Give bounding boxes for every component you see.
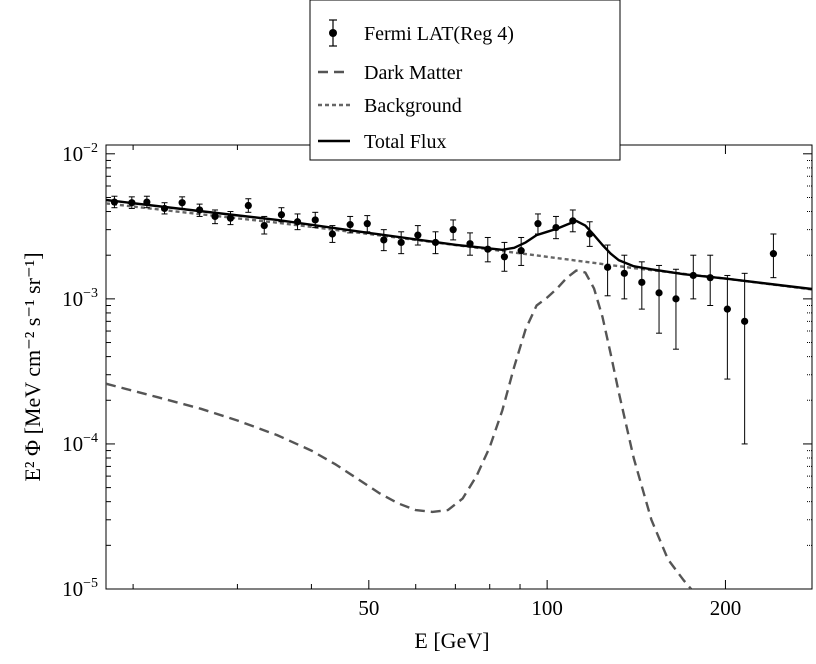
- series-lines: [106, 198, 812, 589]
- data-point: [689, 271, 697, 280]
- data-point: [143, 198, 151, 206]
- y-tick-label: 10−4: [62, 431, 98, 456]
- data-point: [226, 214, 235, 222]
- legend-label-dark-matter: Dark Matter: [364, 62, 463, 84]
- data-point: [414, 231, 422, 239]
- series-dark-matter-line: [106, 269, 693, 589]
- data-point: [706, 274, 714, 282]
- data-point: [311, 216, 319, 224]
- data-point: [346, 221, 354, 229]
- data-point: [534, 220, 542, 228]
- legend-label-data: Fermi LAT(Reg 4): [364, 23, 514, 45]
- data-point: [160, 204, 169, 213]
- series-total-flux-line: [106, 198, 812, 291]
- data-point: [178, 199, 186, 207]
- data-point: [466, 240, 474, 248]
- data-point: [741, 317, 749, 325]
- data-point: [638, 278, 646, 286]
- data-point: [431, 238, 440, 247]
- data-point: [328, 230, 337, 238]
- y-tick-label: 10−3: [62, 286, 98, 311]
- x-tick-label: 100: [531, 596, 563, 620]
- legend-marker-points: [329, 19, 337, 47]
- data-point: [363, 220, 371, 228]
- data-point: [723, 305, 731, 313]
- x-tick-label: 50: [358, 596, 379, 620]
- legend: Fermi LAT(Reg 4) Dark Matter Background …: [309, 0, 621, 161]
- data-point: [293, 218, 302, 226]
- data-point: [769, 250, 778, 258]
- series-points: [110, 195, 778, 445]
- data-point: [196, 206, 204, 214]
- data-point: [655, 289, 663, 297]
- data-point: [604, 263, 612, 271]
- data-point: [552, 223, 560, 232]
- x-axis-label: E [GeV]: [414, 628, 489, 653]
- tick-labels: 50 100 200 10−5 10−4 10−3 10−2: [62, 141, 741, 620]
- data-point: [211, 212, 219, 221]
- data-point: [260, 221, 268, 230]
- data-point: [484, 245, 492, 253]
- y-axis-label: E² Φ [MeV cm⁻² s⁻¹ sr⁻¹]: [20, 252, 45, 481]
- legend-box: [309, 0, 621, 161]
- data-point: [586, 230, 594, 238]
- data-point: [244, 201, 252, 210]
- data-point: [500, 253, 509, 261]
- data-point: [449, 226, 457, 234]
- data-point: [110, 198, 119, 206]
- data-point: [380, 236, 388, 244]
- data-point: [128, 199, 136, 207]
- data-point: [620, 269, 628, 277]
- data-point: [277, 211, 286, 219]
- data-point: [672, 295, 680, 303]
- legend-label-total: Total Flux: [364, 131, 447, 153]
- data-point: [517, 247, 525, 255]
- y-tick-label: 10−2: [62, 141, 98, 166]
- y-tick-label: 10−5: [62, 576, 98, 601]
- x-tick-label: 200: [710, 596, 742, 620]
- data-point: [569, 217, 577, 225]
- data-point: [397, 238, 405, 247]
- legend-label-background: Background: [364, 95, 462, 117]
